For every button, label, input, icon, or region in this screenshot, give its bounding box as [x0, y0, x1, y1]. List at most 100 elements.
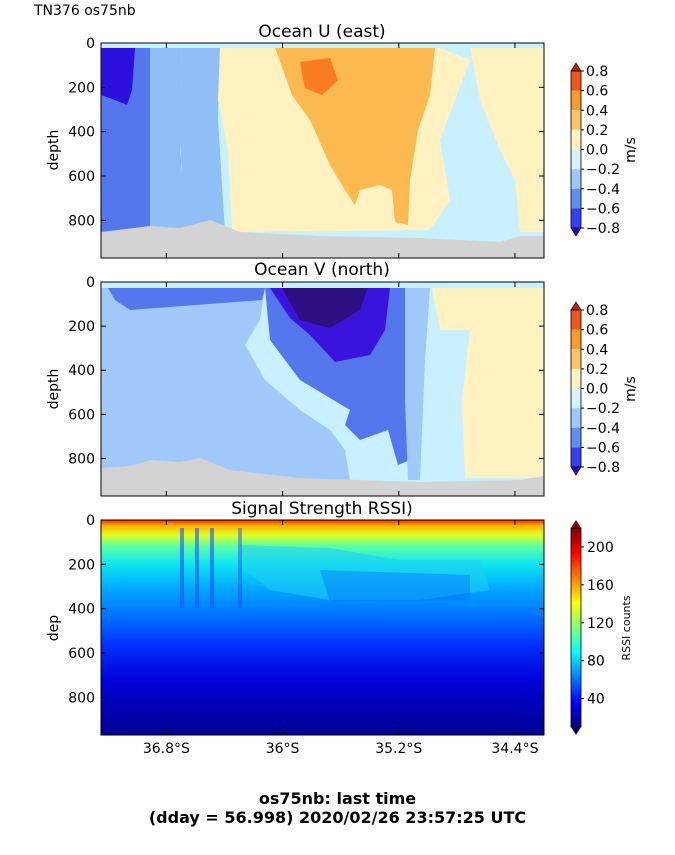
- u-colorbar-segment: [571, 188, 581, 209]
- y-tick-label: 800: [68, 690, 95, 706]
- y-tick-label: 600: [68, 646, 95, 662]
- x-tick-label: 35.2°S: [375, 741, 422, 757]
- u-colorbar-tick-label: −0.2: [586, 162, 620, 178]
- v-colorbar-tick-label: 0.8: [586, 303, 608, 319]
- v-colorbar-tick-label: 0.2: [586, 362, 608, 378]
- rssi-streak-2: [195, 528, 199, 608]
- y-tick-label: 800: [68, 451, 95, 467]
- v-band-neg04-surface: [108, 288, 265, 310]
- u-colorbar-tick-label: 0.8: [586, 64, 608, 80]
- u-colorbar-label: m/s: [623, 137, 639, 163]
- rssi-xticks: 36.8°S 36°S 35.2°S 34.4°S: [143, 520, 539, 757]
- v-colorbar: 0.8 0.6 0.4 0.2 0.0 −0.2 −0.4 −0.6 −0.8 m/s: [570, 301, 639, 476]
- v-colorbar-label: m/s: [623, 376, 639, 402]
- v-colorbar-tick-label: −0.8: [586, 460, 620, 476]
- v-colorbar-tick-label: −0.2: [586, 401, 620, 417]
- rssi-colorbar-tick-label: 80: [587, 654, 605, 670]
- rssi-colorbar-tick-label: 200: [587, 540, 614, 556]
- rssi-colorbar-label: RSSI counts: [620, 595, 633, 660]
- rssi-colorbar-tick-label: 160: [587, 578, 614, 594]
- v-colorbar-tick-label: −0.4: [586, 421, 620, 437]
- rssi-field: [101, 520, 544, 735]
- rssi-colorbar: 200 160 120 80 40 RSSI counts: [570, 520, 633, 735]
- u-field: [101, 43, 544, 258]
- v-ylabel: depth: [46, 369, 62, 410]
- y-tick-label: 600: [68, 407, 95, 423]
- v-band-pos00: [432, 288, 544, 478]
- rssi-colorbar-tick-label: 40: [587, 692, 605, 708]
- rssi-colorbar-gradient: [570, 527, 582, 728]
- v-colorbar-segment: [571, 310, 581, 330]
- rssi-streak-3: [210, 528, 214, 608]
- u-colorbar-arrow-top: [570, 62, 582, 72]
- v-axes-frame: [100, 281, 545, 497]
- rssi-feature-mid: [320, 570, 470, 602]
- u-colorbar-tick-label: 0.6: [586, 84, 608, 100]
- rssi-title: Signal Strength RSSI): [231, 499, 413, 519]
- v-colorbar-segments: 0.8 0.6 0.4 0.2 0.0 −0.2 −0.4 −0.6 −0.8: [570, 301, 620, 476]
- rssi-colorbar-arrow-top: [571, 520, 581, 528]
- x-tick-label: 36°S: [266, 741, 300, 757]
- u-colorbar-tick-label: 0.4: [586, 103, 608, 119]
- footer-line-2: (dday = 56.998) 2020/02/26 23:57:25 UTC: [148, 808, 527, 827]
- y-tick-label: 200: [68, 557, 95, 573]
- u-colorbar-tick-label: −0.6: [586, 201, 620, 217]
- y-tick-label: 0: [86, 275, 95, 291]
- panel-rssi: Signal Strength RSSI) dep 0200400600800 …: [46, 499, 545, 757]
- rssi-ylabel: dep: [46, 615, 62, 642]
- v-title: Ocean V (north): [254, 260, 390, 280]
- u-band-pos00-east: [470, 48, 544, 232]
- v-colorbar-arrow-top: [570, 301, 582, 311]
- y-tick-label: 400: [68, 363, 95, 379]
- v-colorbar-tick-label: 0.0: [586, 382, 608, 398]
- v-colorbar-tick-label: 0.4: [586, 342, 608, 358]
- u-colorbar-tick-label: −0.4: [586, 182, 620, 198]
- x-tick-label: 36.8°S: [143, 741, 190, 757]
- rssi-colorbar-arrow-bottom: [571, 727, 581, 735]
- x-tick-label: 34.4°S: [491, 741, 538, 757]
- u-colorbar-tick-label: 0.2: [586, 123, 608, 139]
- v-colorbar-segment: [571, 408, 581, 428]
- u-band-neg02-a: [150, 48, 190, 232]
- y-tick-label: 0: [86, 36, 95, 52]
- u-band-neg06: [101, 48, 135, 105]
- u-colorbar: 0.8 0.6 0.4 0.2 0.0 −0.2 −0.4 −0.6 −0.8 m/s: [570, 62, 639, 237]
- footer-line-1: os75nb: last time: [258, 789, 417, 808]
- u-band-neg02-b: [180, 48, 225, 232]
- v-band-neg02: [101, 288, 350, 480]
- u-band-pos02: [275, 48, 435, 225]
- v-colorbar-segment: [571, 329, 581, 350]
- v-colorbar-tick-label: 0.6: [586, 323, 608, 339]
- y-tick-label: 800: [68, 213, 95, 229]
- v-colorbar-segment: [571, 368, 581, 389]
- y-tick-label: 200: [68, 319, 95, 335]
- rssi-feature-upper: [240, 545, 490, 600]
- u-colorbar-segment: [571, 71, 581, 91]
- u-ylabel: depth: [46, 130, 62, 171]
- rssi-yticks: 0 200 400 600 800: [68, 513, 544, 706]
- v-band-neg08: [282, 288, 368, 328]
- v-colorbar-segment: [571, 388, 581, 409]
- u-yticks: 0 200 400 600 800: [68, 36, 544, 229]
- v-colorbar-segment: [571, 427, 581, 448]
- v-field: [101, 282, 544, 496]
- u-colorbar-segment: [571, 110, 581, 130]
- u-xticks: [165, 43, 516, 258]
- rssi-colorbar-ticks: 200 160 120 80 40: [581, 540, 614, 708]
- u-colorbar-segment: [571, 90, 581, 111]
- u-colorbar-segment: [571, 169, 581, 189]
- y-tick-label: 400: [68, 125, 95, 141]
- u-colorbar-segment: [571, 129, 581, 150]
- y-tick-label: 200: [68, 80, 95, 96]
- panel-ocean-v: Ocean V (north) depth 0 200 400 600 800: [46, 260, 545, 497]
- v-nodata: [101, 458, 544, 496]
- rssi-axes-frame: [100, 519, 545, 736]
- y-tick-label: 0: [86, 513, 95, 529]
- y-tick-label: 600: [68, 169, 95, 185]
- u-title: Ocean U (east): [258, 22, 385, 42]
- v-colorbar-tick-label: −0.6: [586, 440, 620, 456]
- rssi-streak-1: [180, 528, 184, 608]
- u-colorbar-tick-label: 0.0: [586, 143, 608, 159]
- u-colorbar-arrow-bottom: [570, 227, 582, 237]
